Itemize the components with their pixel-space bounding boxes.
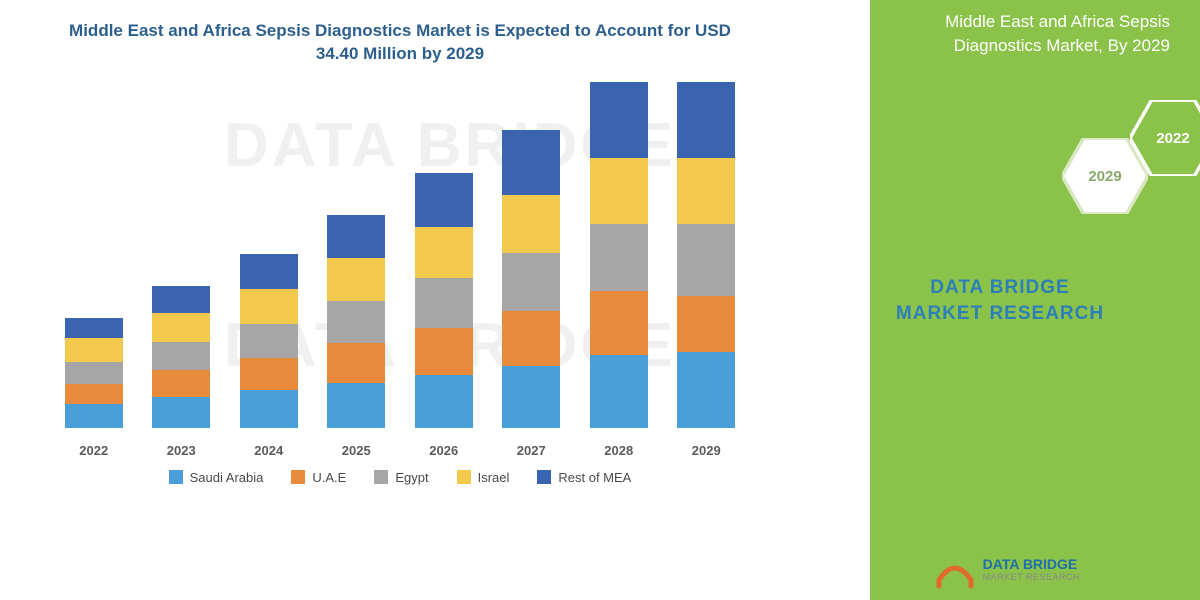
footer-brand: DATA BRIDGE: [983, 557, 1080, 572]
bar-stack: [152, 286, 210, 428]
bar-segment: [502, 253, 560, 311]
legend-swatch: [537, 470, 551, 484]
bar-segment: [677, 82, 735, 158]
bar-segment: [415, 227, 473, 278]
bar-segment: [677, 352, 735, 428]
side-brand-text: DATA BRIDGE MARKET RESEARCH: [870, 275, 1130, 326]
side-title: Middle East and Africa Sepsis Diagnostic…: [870, 10, 1170, 58]
bar-segment: [502, 195, 560, 253]
bar-segment: [65, 384, 123, 404]
legend-label: Rest of MEA: [558, 470, 631, 485]
legend-label: U.A.E: [312, 470, 346, 485]
bar-stack: [327, 215, 385, 428]
bar-segment: [415, 375, 473, 428]
bar-stack: [415, 173, 473, 428]
legend-item: Israel: [457, 470, 510, 485]
hex-2029-label: 2029: [1088, 168, 1121, 185]
bar-segment: [65, 404, 123, 428]
legend-label: Egypt: [395, 470, 428, 485]
bar-segment: [152, 370, 210, 397]
legend-item: U.A.E: [291, 470, 346, 485]
bar-segment: [240, 289, 298, 324]
bar-segment: [677, 296, 735, 352]
chart-area: DATA BRIDGE DATA BRIDGE Middle East and …: [0, 0, 780, 600]
x-axis-label: 2026: [415, 443, 473, 458]
legend-swatch: [291, 470, 305, 484]
bar-segment: [590, 355, 648, 428]
bridge-icon: [935, 550, 975, 590]
bar-segment: [590, 82, 648, 158]
bar-stack: [502, 130, 560, 428]
bar-segment: [65, 362, 123, 384]
x-axis-label: 2027: [502, 443, 560, 458]
bar-segment: [152, 286, 210, 313]
legend-swatch: [169, 470, 183, 484]
x-axis-label: 2029: [677, 443, 735, 458]
bar-chart: 2022 2023 2024 2025 2026 2027 2028 2029: [50, 78, 750, 458]
bar-segment: [415, 278, 473, 328]
x-axis-label: 2024: [240, 443, 298, 458]
bar-segment: [327, 215, 385, 258]
hex-2022-label: 2022: [1156, 130, 1189, 147]
legend-item: Rest of MEA: [537, 470, 631, 485]
bars-row: [50, 78, 750, 428]
bar-segment: [152, 313, 210, 342]
main-container: DATA BRIDGE DATA BRIDGE Middle East and …: [0, 0, 1200, 600]
bar-stack: [677, 82, 735, 428]
bar-segment: [590, 158, 648, 224]
bar-segment: [65, 338, 123, 362]
footer-logo: DATA BRIDGE MARKET RESEARCH: [935, 550, 1080, 590]
brand-line1: DATA BRIDGE: [870, 275, 1130, 301]
x-axis-labels: 2022 2023 2024 2025 2026 2027 2028 2029: [50, 443, 750, 458]
bar-segment: [415, 173, 473, 227]
legend-item: Saudi Arabia: [169, 470, 264, 485]
bar-segment: [240, 390, 298, 428]
bar-segment: [590, 291, 648, 355]
bar-segment: [502, 311, 560, 366]
bar-segment: [152, 342, 210, 370]
footer-sub: MARKET RESEARCH: [983, 573, 1080, 583]
bar-segment: [327, 301, 385, 343]
legend-swatch: [457, 470, 471, 484]
bar-stack: [240, 254, 298, 428]
bar-segment: [240, 358, 298, 390]
x-axis-label: 2028: [590, 443, 648, 458]
brand-line2: MARKET RESEARCH: [870, 301, 1130, 327]
bar-segment: [502, 130, 560, 195]
legend-label: Saudi Arabia: [190, 470, 264, 485]
footer-logo-text: DATA BRIDGE MARKET RESEARCH: [983, 557, 1080, 582]
x-axis-label: 2025: [327, 443, 385, 458]
legend-label: Israel: [478, 470, 510, 485]
bar-segment: [677, 224, 735, 296]
bar-stack: [590, 82, 648, 428]
bar-segment: [502, 366, 560, 428]
bar-segment: [590, 224, 648, 291]
bar-segment: [327, 343, 385, 383]
bar-segment: [240, 254, 298, 289]
chart-title: Middle East and Africa Sepsis Diagnostic…: [30, 20, 770, 78]
hex-badge-2022: 2022: [1130, 100, 1200, 176]
side-panel: Middle East and Africa Sepsis Diagnostic…: [780, 0, 1200, 600]
bar-segment: [152, 397, 210, 428]
bar-segment: [240, 324, 298, 358]
x-axis-label: 2023: [152, 443, 210, 458]
x-axis-label: 2022: [65, 443, 123, 458]
legend-swatch: [374, 470, 388, 484]
bar-segment: [327, 383, 385, 428]
bar-segment: [327, 258, 385, 301]
bar-segment: [415, 328, 473, 375]
bar-stack: [65, 318, 123, 428]
bar-segment: [677, 158, 735, 224]
legend-item: Egypt: [374, 470, 428, 485]
chart-legend: Saudi Arabia U.A.E Egypt Israel Rest of MEA: [30, 470, 770, 485]
bar-segment: [65, 318, 123, 338]
